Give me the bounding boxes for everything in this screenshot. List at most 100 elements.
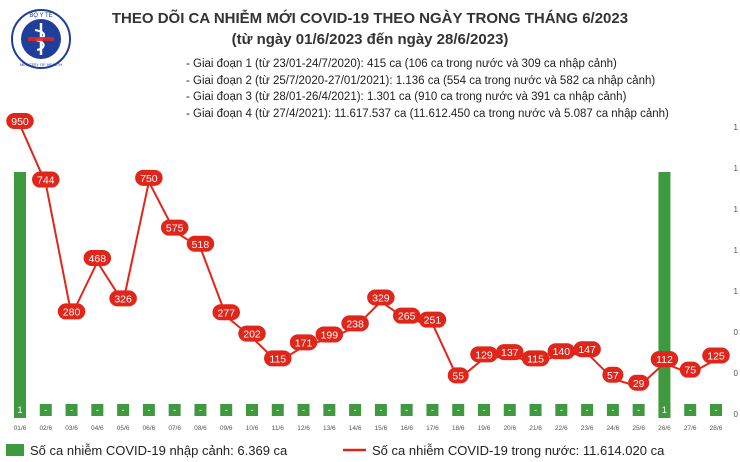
line-data-label: 750 bbox=[140, 173, 158, 185]
logo-top-text: BỘ Y TẾ bbox=[29, 12, 52, 19]
bar-data-label: - bbox=[534, 405, 537, 415]
bar-data-label-bg bbox=[555, 404, 568, 416]
ministry-of-health-logo: BỘ Y TẾ MINISTRY OF HEALTH bbox=[11, 9, 71, 69]
bar-data-label: - bbox=[328, 405, 331, 415]
phase-note-2: - Giai đoạn 2 (từ 25/7/2020-27/01/2021):… bbox=[186, 74, 656, 87]
bar bbox=[14, 172, 26, 418]
line-data-label-bg bbox=[212, 304, 240, 321]
line-data-label-bg bbox=[6, 113, 34, 129]
phase-note-4: - Giai đoạn 4 (từ 27/4/2021): 11.617.537… bbox=[186, 107, 669, 120]
bar-data-label: - bbox=[379, 405, 382, 415]
right-axis-tick-label: 1 bbox=[734, 123, 739, 132]
bar-data-label: - bbox=[457, 405, 460, 415]
x-tick-label: 04/6 bbox=[91, 425, 104, 432]
phase-note-3: - Giai đoạn 3 (từ 28/01-26/4/2021): 1.30… bbox=[186, 91, 627, 103]
line-data-label: 147 bbox=[578, 344, 596, 356]
x-tick-label: 24/6 bbox=[607, 425, 620, 432]
x-tick-label: 15/6 bbox=[375, 425, 388, 432]
bar-data-label: - bbox=[586, 405, 589, 415]
bar-data-label-bg bbox=[606, 404, 619, 416]
x-tick-label: 03/6 bbox=[65, 425, 78, 432]
bar bbox=[658, 172, 671, 418]
line-data-label-bg bbox=[32, 171, 60, 188]
line-data-label-bg bbox=[702, 347, 730, 364]
line-data-label-bg bbox=[447, 367, 469, 384]
line-data-label-bg bbox=[679, 361, 701, 378]
x-tick-label: 20/6 bbox=[503, 425, 516, 432]
line-data-label-bg bbox=[628, 374, 650, 391]
x-tick-label: 09/6 bbox=[220, 425, 233, 432]
line-data-label: 199 bbox=[321, 329, 339, 341]
line-data-label: 238 bbox=[346, 318, 364, 330]
bar-data-label-bg bbox=[65, 404, 78, 416]
line-data-label: 575 bbox=[166, 223, 184, 235]
bar-data-label-bg bbox=[168, 404, 181, 416]
line-data-label: 744 bbox=[37, 175, 55, 187]
bar-data-label-bg bbox=[194, 404, 207, 416]
line-data-label-bg bbox=[367, 289, 395, 306]
line-data-label: 251 bbox=[424, 315, 442, 327]
line-data-label: 277 bbox=[217, 307, 235, 319]
line-data-label: 202 bbox=[243, 329, 261, 341]
line-data-label: 115 bbox=[527, 353, 544, 365]
x-tick-label: 16/6 bbox=[400, 425, 413, 432]
bar-data-label: - bbox=[405, 405, 408, 415]
line-data-label-bg bbox=[135, 169, 163, 186]
line-data-label-bg bbox=[470, 346, 498, 363]
bar-data-label-bg bbox=[426, 404, 439, 416]
line-data-label: 518 bbox=[192, 239, 210, 251]
bar-data-label-bg bbox=[658, 404, 671, 416]
line-data-label-bg bbox=[650, 351, 679, 368]
bar-data-label-bg bbox=[246, 404, 258, 416]
x-tick-label: 27/6 bbox=[684, 425, 697, 432]
x-tick-label: 19/6 bbox=[478, 425, 491, 432]
bar-data-label: - bbox=[431, 405, 434, 415]
line-data-label: 57 bbox=[607, 370, 619, 382]
bar-data-label-bg bbox=[581, 404, 594, 416]
line-data-label-bg bbox=[57, 303, 86, 320]
x-tick-label: 22/6 bbox=[555, 425, 568, 432]
x-tick-label: 07/6 bbox=[168, 425, 181, 432]
bar-data-label: 1 bbox=[17, 405, 22, 415]
right-axis-tick-label: 0 bbox=[734, 369, 739, 378]
line-data-label: 29 bbox=[633, 378, 645, 390]
line-data-label: 137 bbox=[501, 347, 519, 359]
bar-data-label: - bbox=[199, 405, 202, 415]
x-tick-label: 12/6 bbox=[297, 425, 310, 432]
x-tick-label: 11/6 bbox=[272, 425, 285, 432]
line-data-label: 329 bbox=[372, 292, 390, 304]
bar-data-label: - bbox=[611, 405, 614, 415]
line-data-label: 171 bbox=[295, 337, 313, 349]
bar-data-label-bg bbox=[503, 404, 516, 416]
x-tick-label: 02/6 bbox=[39, 425, 52, 432]
bar-data-label: - bbox=[173, 405, 176, 415]
bar-data-label: - bbox=[302, 405, 305, 415]
phase-note-1: - Giai đoạn 1 (từ 23/01-24/7/2020): 415 … bbox=[186, 58, 617, 70]
bar-data-label-bg bbox=[323, 404, 336, 416]
line-data-label: 55 bbox=[452, 370, 464, 382]
x-tick-label: 06/6 bbox=[143, 425, 156, 432]
line-data-label-bg bbox=[289, 334, 318, 351]
bar-data-label: - bbox=[560, 405, 563, 415]
bar-data-label: - bbox=[147, 405, 150, 415]
bar-data-label-bg bbox=[529, 404, 542, 416]
bar-data-label: - bbox=[96, 405, 99, 415]
bar-data-label: - bbox=[122, 405, 125, 415]
x-tick-label: 08/6 bbox=[194, 425, 207, 432]
bar-data-label-bg bbox=[452, 404, 465, 416]
line-data-label-bg bbox=[573, 341, 601, 358]
bar-data-label: - bbox=[483, 405, 486, 415]
line-data-label-bg bbox=[160, 219, 189, 236]
line-data-label-bg bbox=[341, 315, 369, 332]
x-tick-label: 13/6 bbox=[323, 425, 336, 432]
x-tick-label: 17/6 bbox=[426, 425, 439, 432]
x-tick-label: 28/6 bbox=[710, 425, 723, 432]
bar-data-label-bg bbox=[632, 404, 645, 416]
line-data-label-bg bbox=[496, 344, 524, 361]
line-data-label-bg bbox=[521, 350, 550, 367]
chart-subtitle: (từ ngày 01/6/2023 đến ngày 28/6/2023) bbox=[231, 31, 509, 48]
right-axis-tick-label: 0 bbox=[734, 328, 739, 337]
line-data-label: 125 bbox=[707, 350, 725, 362]
line-data-label: 950 bbox=[11, 116, 29, 128]
